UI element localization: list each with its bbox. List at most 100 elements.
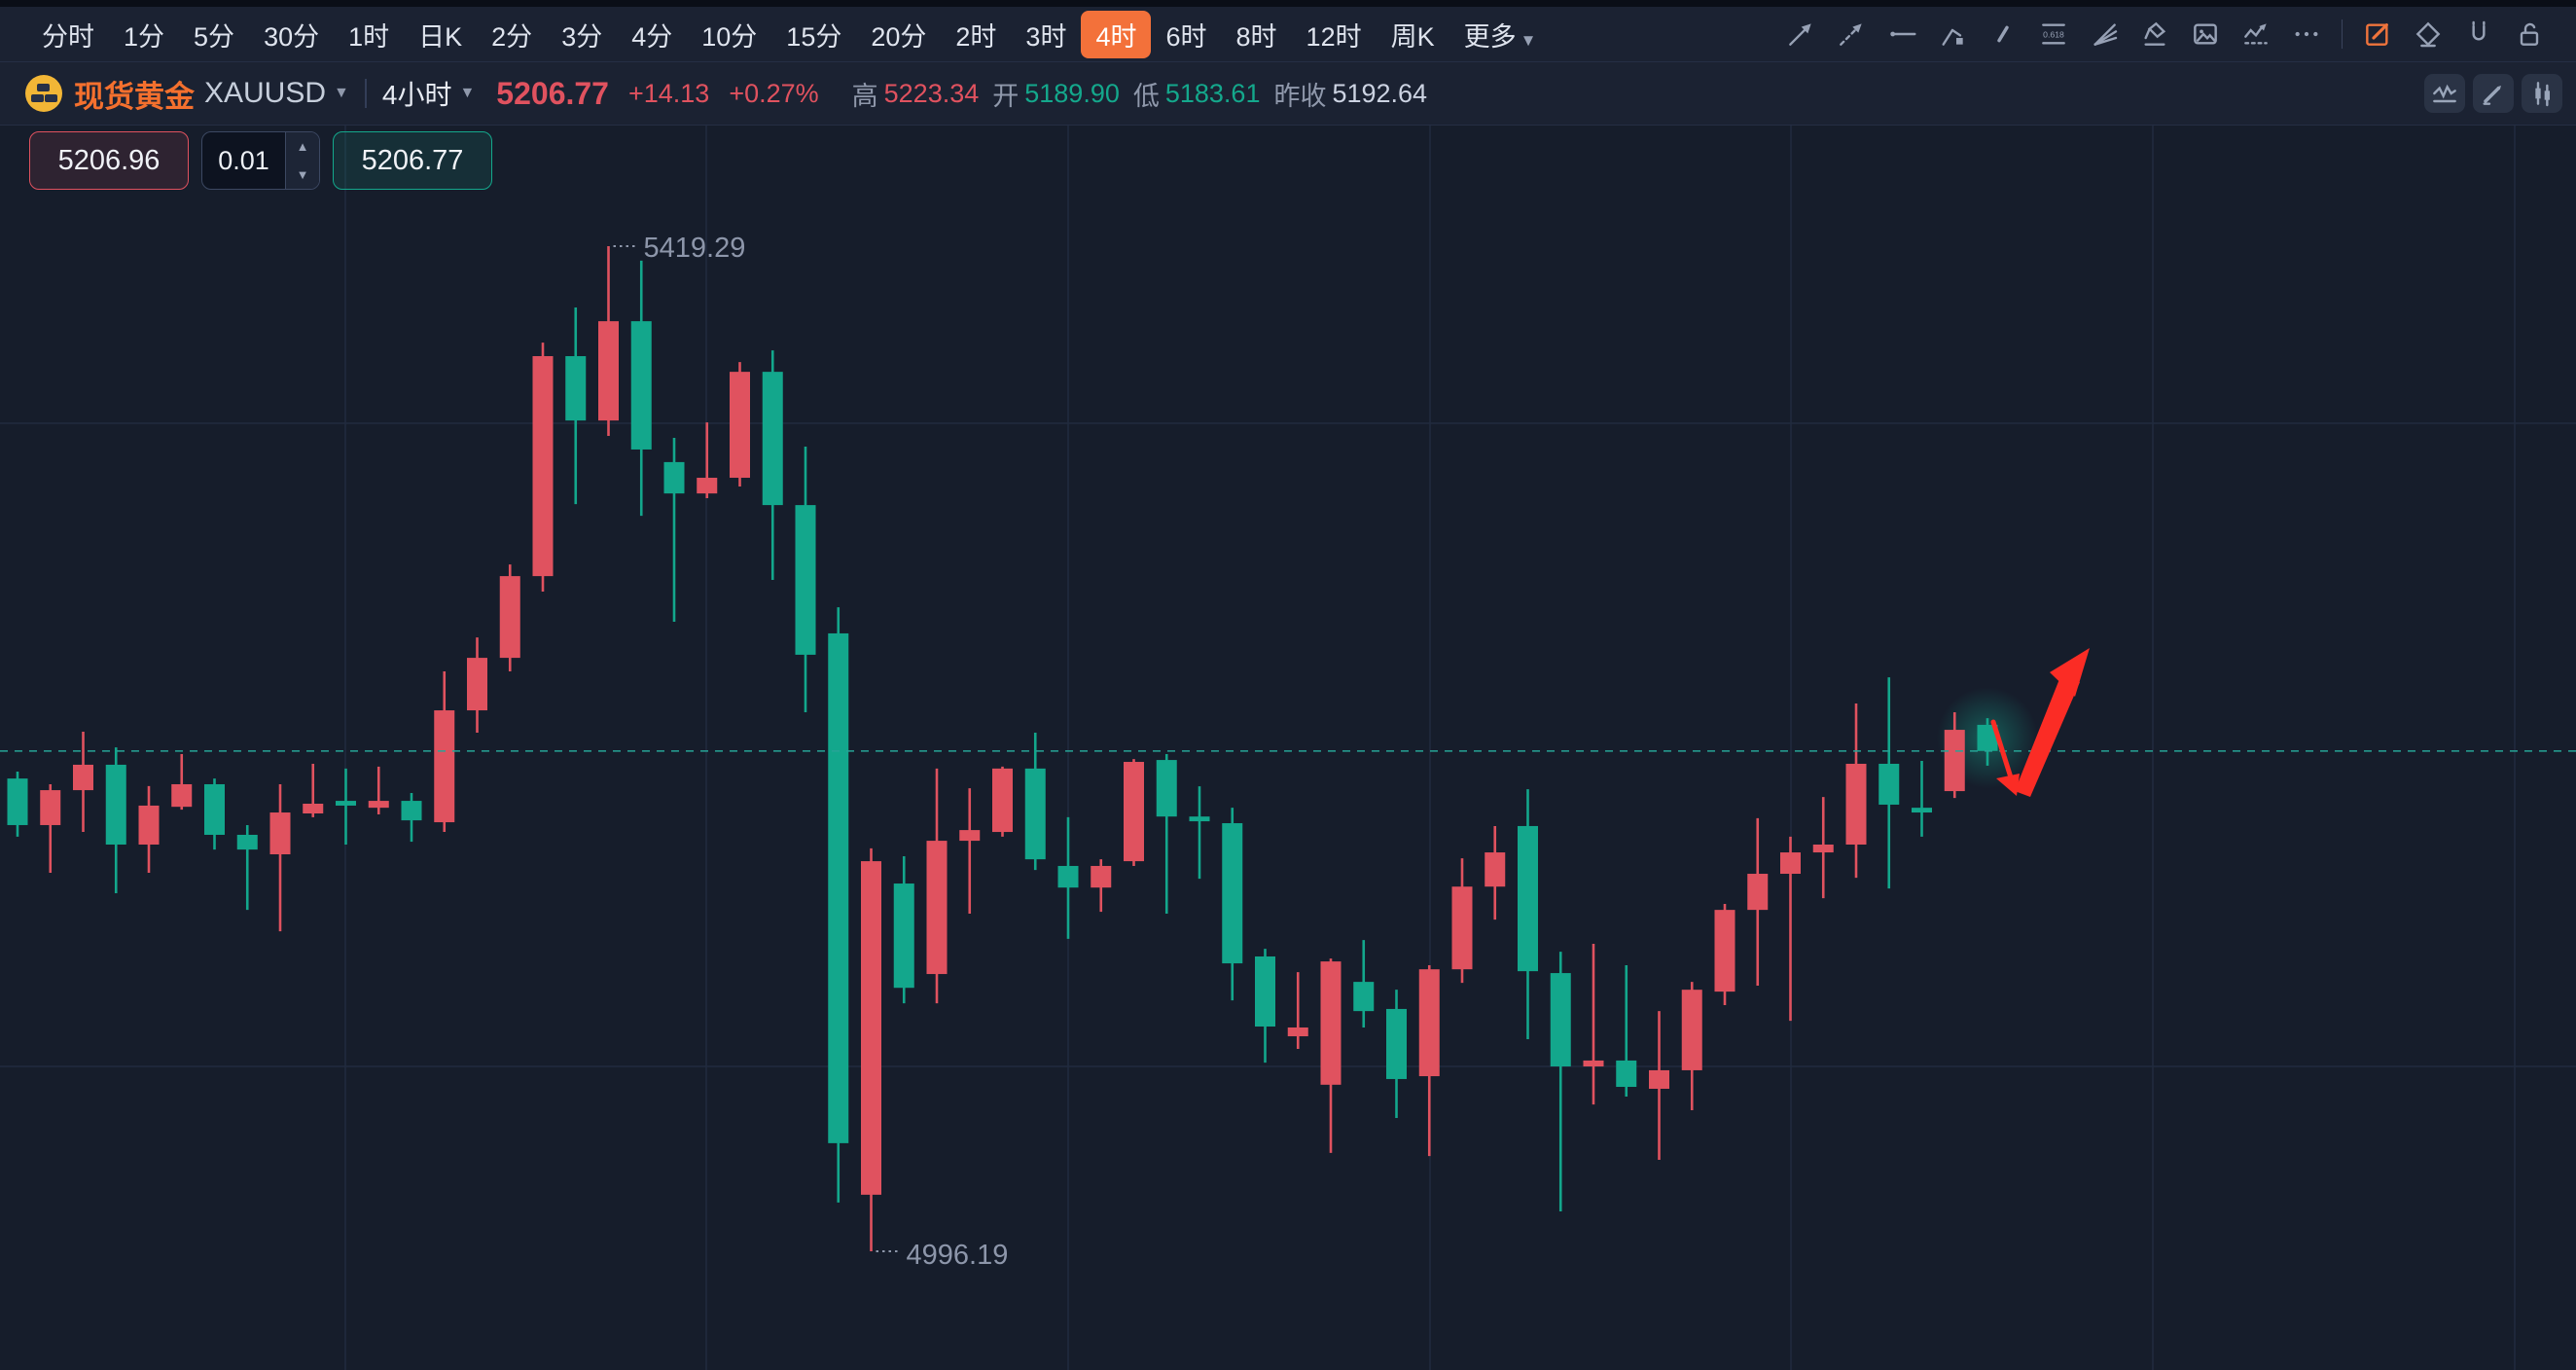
fibonacci-tool-icon[interactable]: 0.618 <box>2028 14 2079 54</box>
sell-price-button[interactable]: 5206.77 <box>333 131 492 190</box>
brush-tool-icon[interactable] <box>2129 14 2180 54</box>
timeframe-button-12时[interactable]: 12时 <box>1306 21 1362 52</box>
candle <box>236 824 258 911</box>
candles-icon[interactable] <box>2522 74 2562 113</box>
timeframe-button-10分[interactable]: 10分 <box>701 21 758 52</box>
trend-arrow-dashed-icon[interactable] <box>1826 14 1877 54</box>
candle <box>1912 761 1932 837</box>
quantity-input[interactable]: 0.01 <box>218 145 269 175</box>
timeframe-button-2时[interactable]: 2时 <box>955 21 997 52</box>
stepper-up-button[interactable]: ▲ <box>296 139 309 154</box>
toolbar-divider <box>2342 19 2343 49</box>
timeframe-button-4分[interactable]: 4分 <box>631 21 673 52</box>
timeframe-button-30分[interactable]: 30分 <box>264 21 320 52</box>
prev-close-value: 5192.64 <box>1332 78 1428 108</box>
trade-panel: 5206.96 0.01 ▲ ▼ 5206.77 <box>29 131 492 190</box>
last-price: 5206.77 <box>496 75 609 111</box>
candle <box>697 422 718 499</box>
interval-selector[interactable]: 4小时 <box>381 80 452 110</box>
edit-square-icon[interactable] <box>2352 14 2403 54</box>
unlock-icon[interactable] <box>2504 14 2555 54</box>
image-tool-icon[interactable] <box>2180 14 2231 54</box>
candle <box>730 362 750 487</box>
candle <box>1780 836 1801 1022</box>
horizontal-ray-icon[interactable] <box>1877 14 1927 54</box>
timeframe-button-20分[interactable]: 20分 <box>871 21 927 52</box>
candle <box>105 747 126 894</box>
candle <box>1255 949 1275 1064</box>
instrument-name[interactable]: 现货黄金 <box>74 79 195 114</box>
eraser-diamond-icon[interactable] <box>2403 14 2453 54</box>
wave-tool-icon[interactable] <box>2231 14 2281 54</box>
candle <box>1124 759 1144 866</box>
timeframe-button-4时[interactable]: 4时 <box>1081 10 1152 58</box>
svg-text:0.618: 0.618 <box>2043 29 2064 39</box>
candle <box>1485 825 1506 920</box>
price-change-pct: +0.27% <box>729 78 819 108</box>
candle <box>303 763 324 817</box>
quantity-stepper: 0.01 ▲ ▼ <box>201 131 320 190</box>
candle <box>204 778 225 850</box>
timeframe-button-日K[interactable]: 日K <box>418 21 463 52</box>
timeframe-button-6时[interactable]: 6时 <box>1165 21 1207 52</box>
timeframe-button-分时[interactable]: 分时 <box>42 21 94 52</box>
candle <box>1156 753 1177 915</box>
candle <box>1320 958 1342 1153</box>
candle <box>663 438 685 622</box>
gann-fan-icon[interactable] <box>2079 14 2129 54</box>
trend-arrow-annotation[interactable] <box>1990 648 2090 797</box>
timeframe-button-3时[interactable]: 3时 <box>1025 21 1067 52</box>
candle <box>467 637 487 733</box>
magnet-icon[interactable] <box>2453 14 2504 54</box>
low-value: 5183.61 <box>1164 78 1261 108</box>
timeframe-button-周K[interactable]: 周K <box>1390 21 1435 52</box>
line-chart-icon[interactable] <box>2424 74 2465 113</box>
candle <box>959 788 981 915</box>
timeframe-button-1时[interactable]: 1时 <box>348 21 390 52</box>
interval-dropdown-caret[interactable]: ▼ <box>459 85 476 101</box>
timeframe-button-3分[interactable]: 3分 <box>561 21 603 52</box>
stepper-down-button[interactable]: ▼ <box>296 167 309 182</box>
timeframe-button-8时[interactable]: 8时 <box>1235 21 1277 52</box>
timeframe-button-1分[interactable]: 1分 <box>124 21 165 52</box>
segment-tool-icon[interactable] <box>1978 14 2028 54</box>
more-tools-icon[interactable] <box>2281 14 2332 54</box>
timeframe-group: 分时 1分 5分 30分 1时 日K 2分 3分 4分 10分 15分 20分 2时 3时 4时 6时 8时 12… <box>0 10 1551 58</box>
candle <box>1550 952 1571 1211</box>
buy-price-button[interactable]: 5206.96 <box>29 131 189 190</box>
candle <box>565 306 587 505</box>
timeframe-button-5分[interactable]: 5分 <box>194 21 235 52</box>
pencil-icon[interactable] <box>2473 74 2514 113</box>
ohlc-summary: 高 5223.34 开 5189.90 低 5183.61 昨收 5192.64 <box>839 75 1427 113</box>
candle <box>401 793 422 843</box>
timeframe-more-button[interactable]: 更多 ▼ <box>1463 21 1537 52</box>
symbol-code[interactable]: XAUUSD <box>204 77 327 109</box>
timeframe-button-15分[interactable]: 15分 <box>786 21 842 52</box>
candles <box>7 246 1998 1251</box>
symbol-dropdown-caret[interactable]: ▼ <box>334 85 349 101</box>
low-label: 低 <box>1132 81 1160 111</box>
candle <box>1977 718 1998 766</box>
candle <box>926 768 948 1004</box>
high-label: 高 <box>851 81 878 111</box>
candle <box>1747 817 1769 987</box>
candle <box>269 783 291 932</box>
price-change: +14.13 <box>627 78 710 108</box>
candle <box>893 855 914 1004</box>
prev-close-label: 昨收 <box>1273 81 1327 111</box>
divider <box>364 79 367 108</box>
candle <box>762 350 783 581</box>
candle <box>1616 965 1637 1098</box>
candle <box>7 772 28 837</box>
trend-line-icon[interactable] <box>1775 14 1826 54</box>
candle <box>1451 858 1473 984</box>
timeframe-button-2分[interactable]: 2分 <box>491 21 533 52</box>
candle <box>368 766 389 814</box>
candle <box>1353 940 1375 1028</box>
candle <box>1222 808 1243 1001</box>
polyline-tool-icon[interactable] <box>1927 14 1978 54</box>
candle <box>1714 904 1735 1006</box>
candle <box>1189 786 1210 880</box>
